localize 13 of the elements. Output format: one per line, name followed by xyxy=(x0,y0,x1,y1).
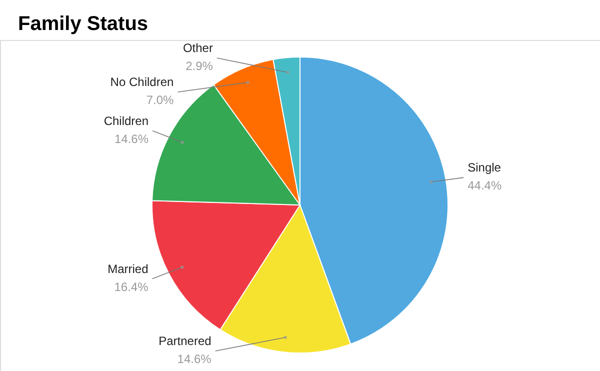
data-label: 44.4% xyxy=(468,178,502,193)
slice-label: Other xyxy=(182,41,213,55)
slice-label: No Children xyxy=(110,75,174,89)
chart-title: Family Status xyxy=(18,13,148,35)
data-label: 14.6% xyxy=(114,132,149,146)
slice-label: Children xyxy=(104,114,149,128)
slice-label: Married xyxy=(108,262,148,276)
data-label: 2.9% xyxy=(186,59,214,73)
slice-label: Single xyxy=(468,160,502,175)
data-label: 16.4% xyxy=(114,280,149,294)
data-label: 14.6% xyxy=(177,352,212,366)
data-label: 7.0% xyxy=(146,93,174,107)
slice-label: Partnered xyxy=(158,334,212,348)
